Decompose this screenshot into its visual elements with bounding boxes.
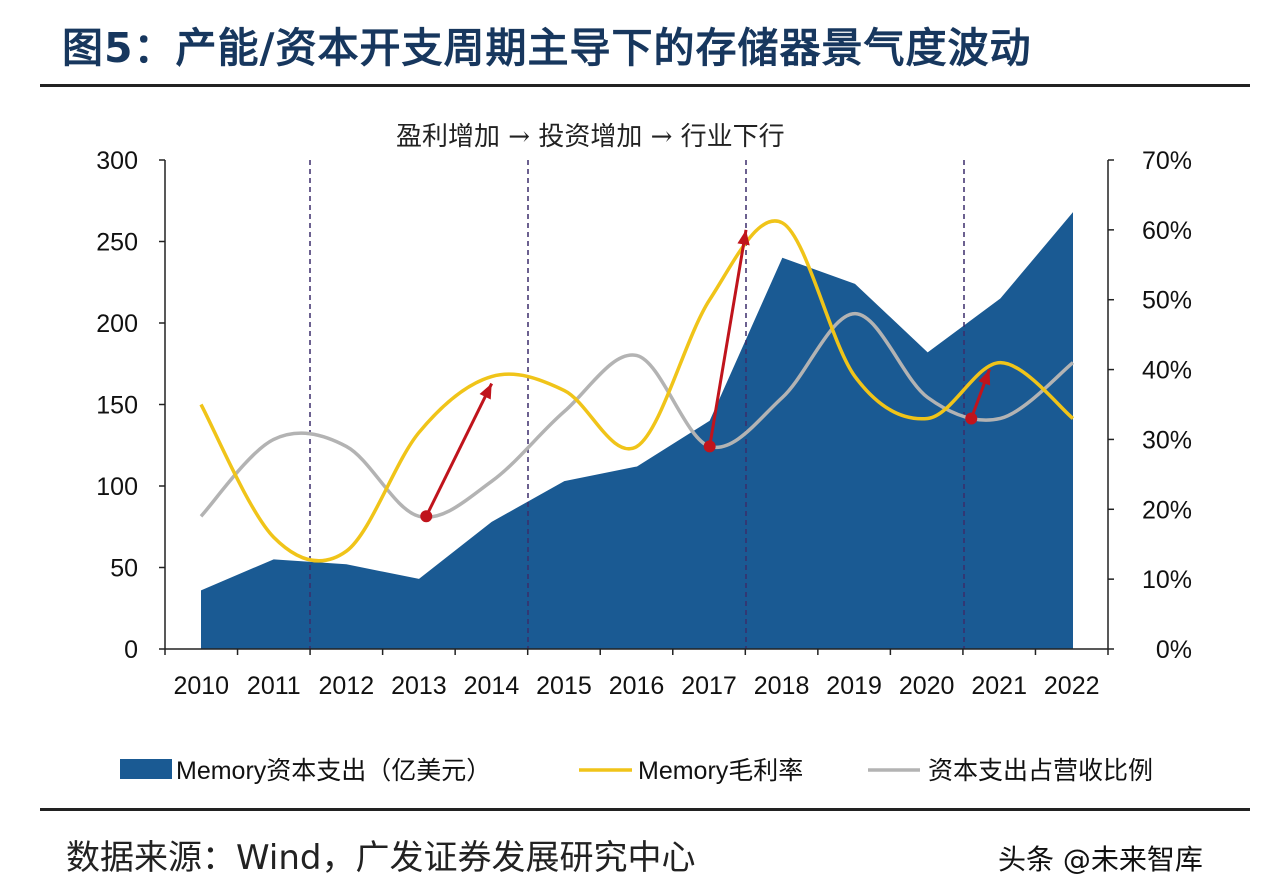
legend-label-margin: Memory毛利率 xyxy=(638,757,803,785)
arrow-head-1 xyxy=(737,229,750,246)
left-tick-label-3: 150 xyxy=(96,392,138,420)
x-tick-label-9: 2019 xyxy=(826,672,882,700)
right-tick-label-4: 40% xyxy=(1142,357,1192,385)
arrow-start-dot-2 xyxy=(965,412,978,425)
source-note: 数据来源：Wind，广发证券发展研究中心 xyxy=(66,838,696,878)
left-tick-label-0: 0 xyxy=(124,636,138,664)
capex-area xyxy=(201,212,1073,649)
x-tick-label-4: 2014 xyxy=(464,672,520,700)
right-tick-label-5: 50% xyxy=(1142,287,1192,315)
x-tick-label-3: 2013 xyxy=(391,672,447,700)
left-tick-label-2: 100 xyxy=(96,473,138,501)
x-tick-label-12: 2022 xyxy=(1044,672,1100,700)
right-tick-label-3: 30% xyxy=(1142,426,1192,454)
left-tick-label-5: 250 xyxy=(96,229,138,257)
chart-plot: 0 50 100 150 200 250 300 0% 10% 20% 30% 40% 50% 60% 70… xyxy=(96,147,1192,785)
x-tick-label-8: 2018 xyxy=(754,672,810,700)
arrow-head-2 xyxy=(978,369,991,386)
x-tick-label-6: 2016 xyxy=(609,672,665,700)
left-tick-label-1: 50 xyxy=(110,555,138,583)
legend-label-capex: Memory资本支出（亿美元） xyxy=(176,757,491,785)
title-divider xyxy=(40,84,1250,87)
cycle-annotation: 盈利增加 → 投资增加 → 行业下行 xyxy=(396,122,785,152)
x-tick-label-5: 2015 xyxy=(536,672,592,700)
footer-divider xyxy=(40,808,1250,811)
x-tick-label-7: 2017 xyxy=(681,672,737,700)
right-tick-label-0: 0% xyxy=(1156,636,1192,664)
right-tick-label-6: 60% xyxy=(1142,217,1192,245)
legend-label-ratio: 资本支出占营收比例 xyxy=(928,757,1153,785)
arrow-start-dot-0 xyxy=(420,510,433,523)
x-tick-label-0: 2010 xyxy=(173,672,229,700)
x-tick-label-2: 2012 xyxy=(319,672,375,700)
right-tick-label-7: 70% xyxy=(1142,147,1192,175)
arrow-start-dot-1 xyxy=(703,440,716,453)
chart-title: 图5：产能/资本开支周期主导下的存储器景气度波动 xyxy=(62,24,1032,72)
right-tick-label-1: 10% xyxy=(1142,566,1192,594)
margin-line xyxy=(199,219,1075,563)
left-tick-label-6: 300 xyxy=(96,147,138,175)
left-tick-label-4: 200 xyxy=(96,310,138,338)
x-tick-label-11: 2021 xyxy=(971,672,1027,700)
trend-arrow-0 xyxy=(424,382,494,517)
ratio-line xyxy=(199,311,1075,519)
trend-arrow-1 xyxy=(708,229,748,447)
x-tick-label-10: 2020 xyxy=(899,672,955,700)
arrow-head-0 xyxy=(479,383,492,400)
legend-swatch-capex xyxy=(120,759,172,779)
x-tick-label-1: 2011 xyxy=(247,672,301,700)
right-tick-label-2: 20% xyxy=(1142,496,1192,524)
watermark: 头条 @未来智库 xyxy=(998,843,1203,876)
